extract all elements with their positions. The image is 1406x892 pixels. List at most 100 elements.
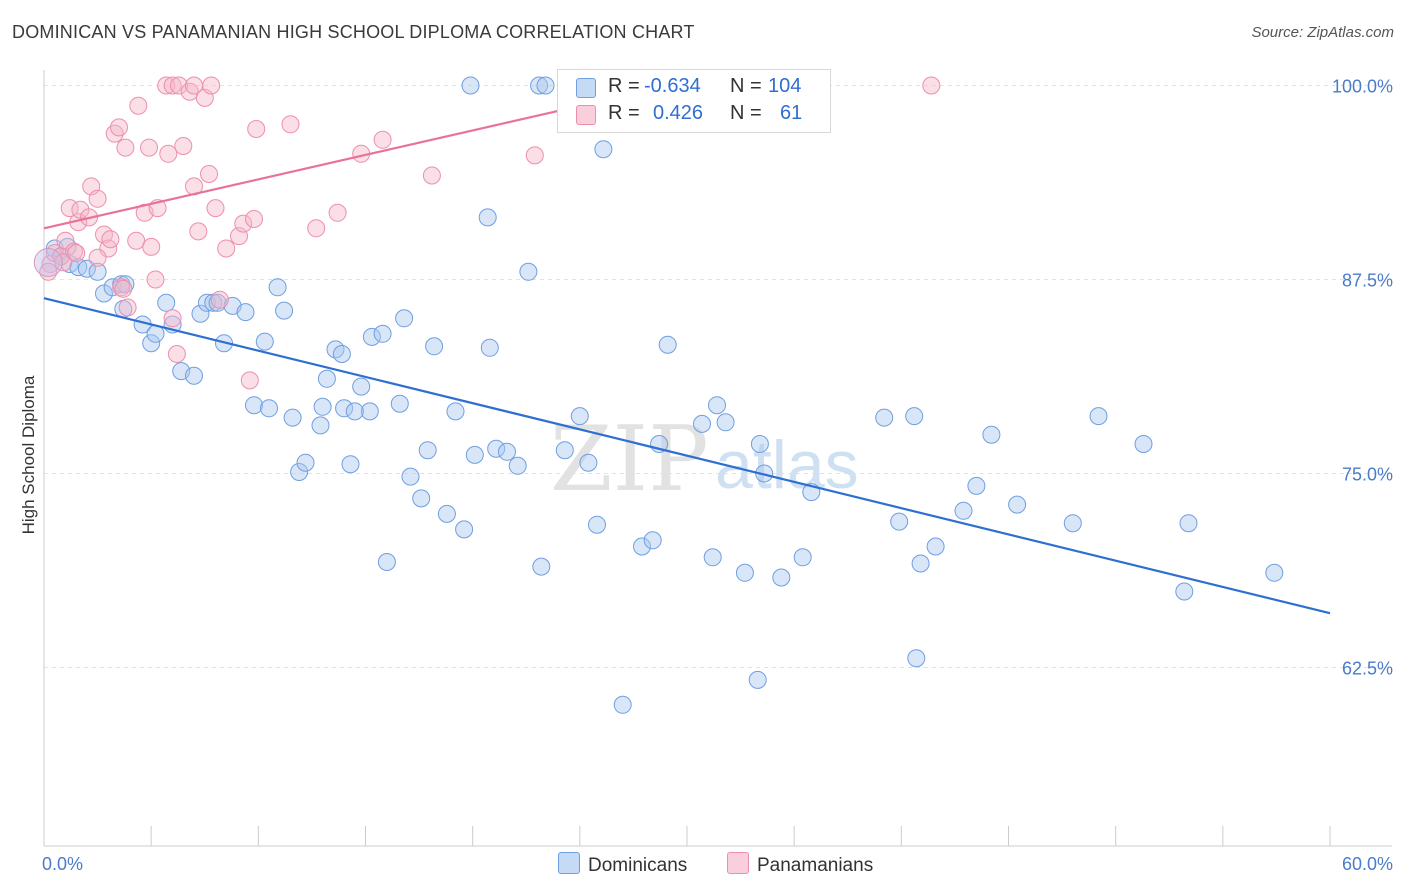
panamanian-point xyxy=(101,230,120,249)
dominican-point xyxy=(579,453,598,472)
bottom-legend-panamanians: Panamanians xyxy=(727,852,873,876)
y-axis-label: High School Diploma xyxy=(19,375,38,534)
bottom-legend-label-dominicans: Dominicans xyxy=(588,855,688,876)
panamanian-point xyxy=(189,222,208,241)
panamanian-point xyxy=(67,244,86,263)
dominican-point xyxy=(658,335,677,354)
dominican-point xyxy=(1063,514,1082,533)
dominican-point xyxy=(77,259,96,278)
panamanian-point xyxy=(140,138,158,157)
series-dominicans-points xyxy=(45,76,1284,714)
bottom-legend-swatch-panamanians xyxy=(727,852,749,874)
panamanian-point xyxy=(163,76,182,95)
panamanian-point xyxy=(159,144,178,163)
panamanian-point xyxy=(234,214,253,233)
dominican-point xyxy=(487,439,506,458)
dominican-point xyxy=(555,441,574,460)
dominican-point xyxy=(296,453,315,472)
dominican-point xyxy=(643,531,662,550)
trend-lines xyxy=(43,82,1331,615)
dominican-point xyxy=(373,324,392,343)
dominican-point xyxy=(283,408,302,427)
legend-r-value-panamanians: 0.426 xyxy=(653,102,704,124)
dominican-point xyxy=(911,554,930,573)
dominican-point xyxy=(716,413,735,432)
panamanian-point xyxy=(170,76,188,95)
dominican-point xyxy=(465,445,484,464)
dominican-point xyxy=(401,467,420,486)
dominican-point xyxy=(245,396,263,415)
panamanian-point xyxy=(174,137,193,155)
dominican-point xyxy=(748,670,767,689)
dominican-point xyxy=(905,407,924,426)
dominican-point xyxy=(326,340,345,359)
y-tick-label-3: 62.5% xyxy=(1342,659,1393,679)
source-label: Source: ZipAtlas.com xyxy=(1251,24,1394,41)
dominican-point xyxy=(890,512,909,531)
dominican-trend-line xyxy=(43,297,1331,615)
panamanian-point xyxy=(157,76,176,95)
panamanian-point xyxy=(127,231,146,250)
panamanian-point xyxy=(307,219,326,238)
panamanian-point xyxy=(110,118,128,137)
dominican-point xyxy=(1175,582,1194,601)
panamanian-point xyxy=(217,239,236,258)
watermark-zip: ZIP xyxy=(550,407,709,512)
panamanian-point xyxy=(200,165,218,183)
x-tick-label-1: 60.0% xyxy=(1342,854,1393,874)
dominican-point xyxy=(480,338,499,357)
legend-r-label: R = xyxy=(608,102,640,124)
panamanian-point xyxy=(88,189,107,208)
legend-swatch-dominicans xyxy=(576,78,596,98)
dominican-point xyxy=(418,441,437,460)
panamanian-point xyxy=(525,146,544,165)
dominican-point xyxy=(954,501,973,520)
dominican-point xyxy=(907,649,926,668)
bottom-legend-label-panamanians: Panamanians xyxy=(757,855,874,876)
dominican-point xyxy=(362,327,381,346)
panamanian-point xyxy=(116,138,135,157)
dominican-point xyxy=(530,76,549,95)
dominican-point xyxy=(926,537,945,556)
legend-r-label: R = xyxy=(608,75,640,97)
panamanian-point xyxy=(118,298,137,317)
panamanian-point xyxy=(245,210,263,228)
panamanian-point xyxy=(202,76,221,95)
dominican-point xyxy=(395,309,414,328)
dominican-point xyxy=(313,397,332,416)
cluster-point xyxy=(33,247,63,277)
tick-labels: 100.0% 87.5% 75.0% 62.5% 0.0% 60.0% xyxy=(42,77,1393,874)
panamanian-point xyxy=(114,279,133,298)
dominican-point xyxy=(208,293,227,312)
dominican-point xyxy=(390,394,409,413)
dominican-point xyxy=(982,425,1001,444)
dominican-point xyxy=(1179,514,1198,533)
panamanian-point xyxy=(422,166,441,185)
legend-r-value-dominicans: -0.634 xyxy=(644,75,701,97)
x-tick-label-0: 0.0% xyxy=(42,854,83,874)
panamanian-point xyxy=(240,371,259,390)
panamanian-point xyxy=(247,120,266,138)
dominican-point xyxy=(377,553,396,571)
panamanian-point xyxy=(167,345,186,363)
y-tick-label-0: 100.0% xyxy=(1332,77,1393,97)
dominican-point xyxy=(693,414,711,433)
dominican-point xyxy=(236,303,255,322)
dominican-point xyxy=(536,76,555,95)
bottom-legend-dominicans: Dominicans xyxy=(558,852,687,876)
dominican-point xyxy=(412,489,431,508)
panamanian-point xyxy=(373,130,392,149)
panamanian-point xyxy=(922,76,941,95)
dominican-point xyxy=(290,463,309,481)
dominican-point xyxy=(519,262,538,281)
dominican-point xyxy=(1089,407,1108,426)
dominican-point xyxy=(875,408,894,427)
dominican-point xyxy=(88,262,107,281)
panamanian-point xyxy=(146,270,165,289)
dominican-point xyxy=(191,304,210,323)
watermark: ZIP atlas xyxy=(550,407,859,512)
panamanian-point xyxy=(206,199,225,218)
dominican-point xyxy=(708,396,726,415)
dominican-point xyxy=(750,435,769,453)
dominican-point xyxy=(1134,435,1153,453)
